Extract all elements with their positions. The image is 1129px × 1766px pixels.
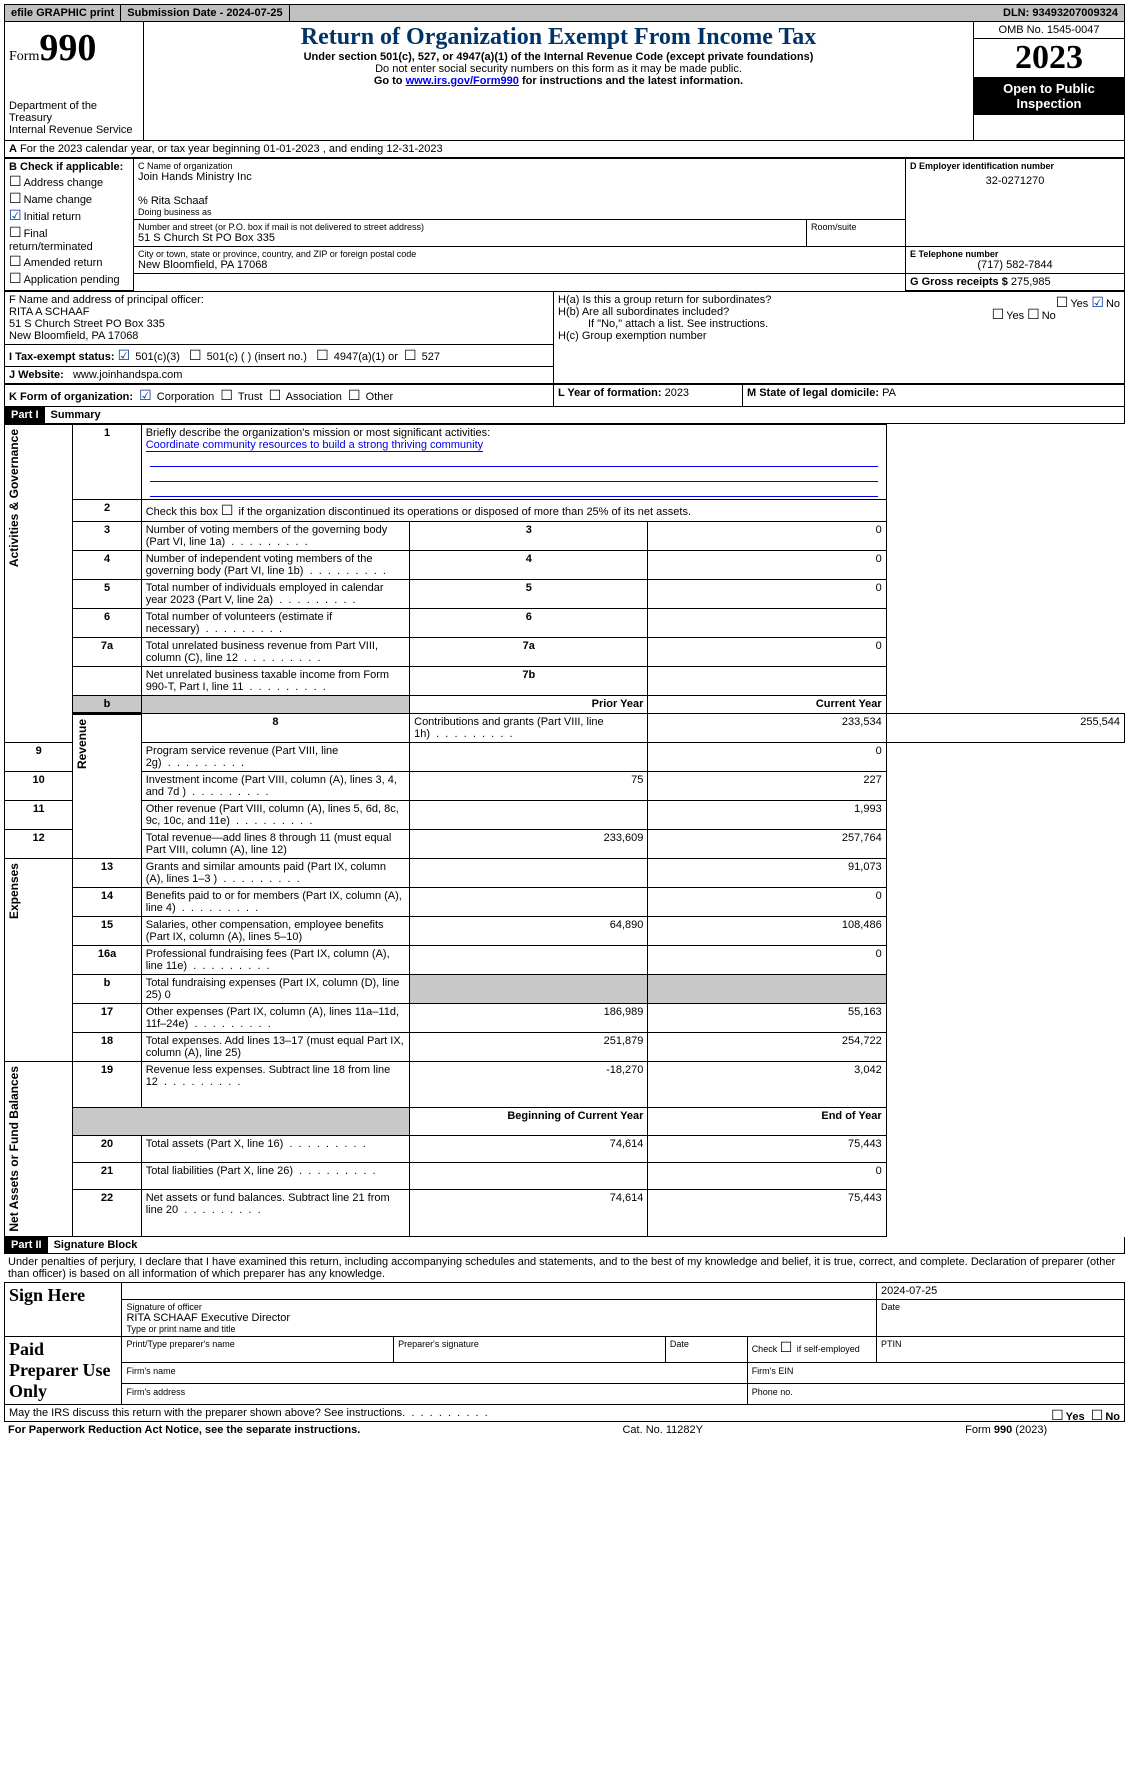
chk-discontinued[interactable] [221,506,236,518]
ssn-note: Do not enter social security numbers on … [148,63,969,75]
chk-amended[interactable]: Amended return [9,253,129,270]
section-exp: Expenses [5,859,23,923]
hdr-prior: Prior Year [410,696,648,714]
chk-discuss-no[interactable] [1091,1411,1106,1423]
line1-text: Briefly describe the organization's miss… [146,427,490,439]
room-label: Room/suite [811,222,901,232]
chk-assoc[interactable] [269,391,284,403]
chk-501c[interactable] [189,351,204,363]
chk-discuss-yes[interactable] [1051,1411,1066,1423]
may-discuss: May the IRS discuss this return with the… [4,1405,1125,1422]
chk-initial[interactable]: Initial return [9,207,129,224]
org-name: Join Hands Ministry Inc [138,171,901,183]
fh-block: F Name and address of principal officer:… [4,291,1125,384]
part2-header: Part II Signature Block [4,1237,1125,1254]
hc: H(c) Group exemption number [558,330,1120,342]
chk-trust[interactable] [220,391,235,403]
d-label: D Employer identification number [910,161,1120,171]
chk-other[interactable] [348,391,363,403]
chk-final[interactable]: Final return/terminated [9,224,129,253]
chk-address[interactable]: Address change [9,173,129,190]
hdr-boy: Beginning of Current Year [410,1108,648,1135]
website: www.joinhandspa.com [73,369,182,381]
klm-block: K Form of organization: Corporation Trus… [4,384,1125,407]
tax-year: 2023 [974,39,1124,77]
signature-block: Sign Here 2024-07-25 Signature of office… [4,1282,1125,1405]
footer-left: For Paperwork Reduction Act Notice, see … [8,1424,360,1436]
phone: (717) 582-7844 [910,259,1120,271]
chk-self-employed[interactable] [780,1344,795,1354]
top-bar: efile GRAPHIC print Submission Date - 20… [4,4,1125,22]
chk-501c3[interactable] [118,351,133,363]
dln: DLN: 93493207009324 [997,5,1124,21]
gross-receipts: 275,985 [1011,276,1051,288]
hdr-current: Current Year [648,696,886,714]
form-subtitle: Under section 501(c), 527, or 4947(a)(1)… [148,51,969,63]
care-of: % Rita Schaaf [138,195,901,207]
k-label: K Form of organization: [9,391,133,403]
section-ag: Activities & Governance [5,425,23,571]
i-label: I Tax-exempt status: [9,351,115,363]
dba-label: Doing business as [138,207,901,217]
entity-block: B Check if applicable: Address change Na… [4,158,1125,291]
year-formation: 2023 [665,387,689,399]
chk-corp[interactable] [139,391,154,403]
goto-line: Go to www.irs.gov/Form990 for instructio… [148,75,969,87]
summary-table: Activities & Governance 1 Briefly descri… [4,424,1125,1237]
perjury-text: Under penalties of perjury, I declare th… [4,1254,1125,1282]
l-label: L Year of formation: [558,387,662,399]
part1-header: Part I Summary [4,407,1125,424]
footer-mid: Cat. No. 11282Y [622,1424,703,1436]
sign-here: Sign Here [9,1285,117,1306]
chk-pending[interactable]: Application pending [9,270,129,287]
form-id: Form990 [9,26,139,70]
j-label: J Website: [9,369,64,381]
form-title: Return of Organization Exempt From Incom… [148,24,969,51]
page-footer: For Paperwork Reduction Act Notice, see … [4,1422,1051,1438]
officer-sig: RITA SCHAAF Executive Director [126,1312,872,1324]
g-label: G Gross receipts $ [910,276,1008,288]
f-label: F Name and address of principal officer: [9,294,549,306]
m-label: M State of legal domicile: [747,387,879,399]
efile-label: efile GRAPHIC print [5,5,121,21]
section-rev: Revenue [73,715,91,773]
mission: Coordinate community resources to build … [146,439,483,452]
e-label: E Telephone number [910,249,1120,259]
chk-4947[interactable] [316,351,331,363]
city: New Bloomfield, PA 17068 [138,259,901,271]
sig-date: 2024-07-25 [877,1282,1125,1299]
chk-name[interactable]: Name change [9,190,129,207]
irs-link[interactable]: www.irs.gov/Form990 [406,75,519,87]
b-label: B Check if applicable: [9,161,129,173]
hdr-eoy: End of Year [648,1108,886,1135]
omb-number: OMB No. 1545-0047 [974,22,1124,39]
officer-name: RITA A SCHAAF [9,306,549,318]
officer-addr1: 51 S Church Street PO Box 335 [9,318,549,330]
dept-treasury: Department of the Treasury [9,100,139,124]
hb: H(b) Are all subordinates included? Yes … [558,306,1120,318]
line-a: A For the 2023 calendar year, or tax yea… [4,141,1125,158]
ha: H(a) Is this a group return for subordin… [558,294,1120,306]
street: 51 S Church St PO Box 335 [138,232,802,244]
line2: Check this box if the organization disco… [141,500,886,522]
ein: 32-0271270 [910,175,1120,187]
officer-addr2: New Bloomfield, PA 17068 [9,330,549,342]
addr-label: Number and street (or P.O. box if mail i… [138,222,802,232]
submission-date: Submission Date - 2024-07-25 [121,5,289,21]
sig-officer-label: Signature of officer [126,1302,872,1312]
section-na: Net Assets or Fund Balances [5,1062,23,1236]
irs: Internal Revenue Service [9,124,139,136]
footer-right: Form 990 (2023) [965,1424,1047,1436]
paid-preparer: Paid Preparer Use Only [9,1339,117,1402]
form-header: Form990 Department of the Treasury Inter… [4,22,1125,141]
city-label: City or town, state or province, country… [138,249,901,259]
c-name-label: C Name of organization [138,161,901,171]
chk-527[interactable] [404,351,419,363]
domicile: PA [882,387,896,399]
open-inspection: Open to Public Inspection [974,77,1124,115]
